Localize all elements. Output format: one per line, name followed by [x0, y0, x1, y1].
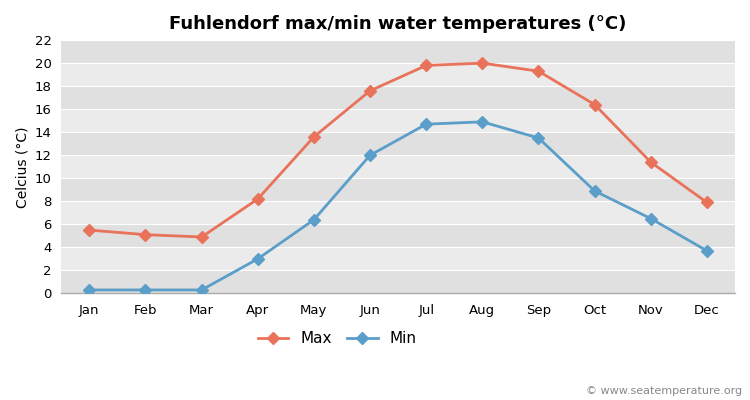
Bar	[62, 40, 735, 63]
Max	[141, 232, 150, 237]
Min	[85, 288, 94, 292]
Text: © www.seatemperature.org: © www.seatemperature.org	[586, 386, 742, 396]
Max	[310, 134, 319, 139]
Min	[141, 288, 150, 292]
Bar	[62, 155, 735, 178]
Min	[534, 136, 543, 140]
Min	[310, 217, 319, 222]
Bar	[62, 109, 735, 132]
Max	[254, 196, 262, 201]
Min	[254, 256, 262, 261]
Max	[534, 69, 543, 74]
Bar	[62, 247, 735, 270]
Bar	[62, 63, 735, 86]
Title: Fuhlendorf max/min water temperatures (°C): Fuhlendorf max/min water temperatures (°…	[170, 15, 627, 33]
Line: Min: Min	[86, 118, 711, 294]
Max	[422, 63, 430, 68]
Bar	[62, 132, 735, 155]
Y-axis label: Celcius (°C): Celcius (°C)	[15, 126, 29, 208]
Min	[703, 248, 712, 253]
Bar	[62, 201, 735, 224]
Max	[85, 228, 94, 232]
Max	[646, 160, 656, 164]
Bar	[62, 224, 735, 247]
Bar	[62, 178, 735, 201]
Max	[590, 102, 599, 107]
Line: Max: Max	[86, 59, 711, 241]
Bar	[62, 270, 735, 294]
Max	[197, 234, 206, 239]
Max	[703, 200, 712, 205]
Max	[478, 61, 487, 66]
Min	[197, 288, 206, 292]
Min	[646, 216, 656, 221]
Min	[590, 188, 599, 193]
Min	[422, 122, 430, 126]
Min	[478, 120, 487, 124]
Legend: Max, Min: Max, Min	[257, 332, 417, 346]
Bar	[62, 86, 735, 109]
Min	[365, 153, 374, 158]
Max	[365, 88, 374, 93]
